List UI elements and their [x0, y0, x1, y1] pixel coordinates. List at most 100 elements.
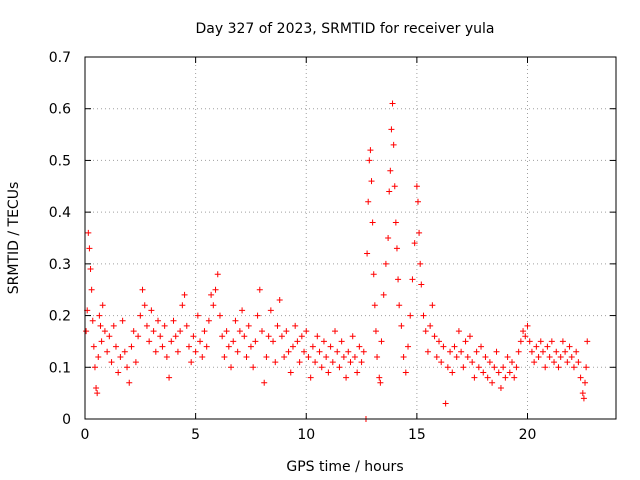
data-point [471, 374, 478, 381]
data-point [179, 302, 186, 309]
data-point [139, 286, 146, 293]
data-point [575, 359, 582, 366]
x-tick-label: 15 [408, 427, 426, 443]
data-point [323, 353, 330, 360]
data-point [351, 353, 358, 360]
data-point [219, 333, 226, 340]
data-point [185, 343, 192, 350]
data-point [570, 364, 577, 371]
data-point [431, 333, 438, 340]
data-point [370, 271, 377, 278]
data-point [119, 317, 126, 324]
data-point [305, 353, 312, 360]
y-tick-label: 0.3 [49, 257, 71, 273]
data-point [553, 348, 560, 355]
data-point [135, 333, 142, 340]
data-point [316, 348, 323, 355]
data-point [234, 348, 241, 355]
data-point [347, 359, 354, 366]
data-point [377, 379, 384, 386]
data-point [531, 359, 538, 366]
data-point [396, 302, 403, 309]
data-point [121, 348, 128, 355]
x-tick-labels: 0 5 10 15 20 [81, 427, 537, 443]
data-point [223, 328, 230, 335]
data-point [391, 183, 398, 190]
data-point [334, 348, 341, 355]
data-point [438, 359, 445, 366]
data-point [152, 348, 159, 355]
data-point [130, 328, 137, 335]
data-point [309, 343, 316, 350]
data-point [94, 390, 101, 397]
data-point [106, 333, 113, 340]
data-point [413, 183, 420, 190]
data-point [161, 322, 168, 329]
data-point [473, 348, 480, 355]
x-axis-label: GPS time / hours [286, 459, 403, 475]
data-point [250, 364, 257, 371]
data-point [181, 291, 188, 298]
x-tick-label: 20 [519, 427, 537, 443]
data-point [455, 328, 462, 335]
data-point [265, 333, 272, 340]
data-point [482, 353, 489, 360]
data-point [537, 338, 544, 345]
data-point [407, 312, 414, 319]
data-point [464, 353, 471, 360]
data-point [212, 286, 219, 293]
data-point [208, 291, 215, 298]
data-point [366, 157, 373, 164]
data-point [389, 100, 396, 107]
data-point [497, 384, 504, 391]
data-point [254, 312, 261, 319]
data-point [568, 353, 575, 360]
y-tick-label: 0.7 [49, 50, 71, 66]
data-point [278, 333, 285, 340]
data-point [349, 333, 356, 340]
data-point [440, 343, 447, 350]
data-point [98, 338, 105, 345]
y-tick-label: 0.4 [49, 205, 71, 221]
data-point [256, 286, 263, 293]
data-point [513, 364, 520, 371]
y-tick-label: 0.2 [49, 309, 71, 325]
data-point [104, 348, 111, 355]
data-point [451, 343, 458, 350]
data-point [87, 266, 94, 273]
data-point [137, 312, 144, 319]
data-point [577, 374, 584, 381]
x-tick-label: 0 [81, 427, 90, 443]
data-point [274, 322, 281, 329]
data-point [504, 353, 511, 360]
data-point [524, 322, 531, 329]
data-point [486, 359, 493, 366]
data-point [124, 364, 131, 371]
data-point [307, 374, 314, 381]
data-point [270, 338, 277, 345]
y-axis-label: SRMTID / TECUs [6, 182, 22, 295]
data-point [502, 374, 509, 381]
data-point [433, 353, 440, 360]
data-point [327, 343, 334, 350]
data-point [489, 379, 496, 386]
y-tick-label: 0 [62, 412, 71, 428]
data-point [85, 229, 92, 236]
grid-lines [85, 57, 616, 419]
data-point [303, 328, 310, 335]
data-point [166, 374, 173, 381]
data-point [126, 379, 133, 386]
data-point [90, 343, 97, 350]
plot-frame [84, 56, 617, 420]
data-point [117, 353, 124, 360]
data-point [296, 359, 303, 366]
data-point [436, 338, 442, 345]
data-point [388, 126, 395, 133]
data-point [469, 359, 476, 366]
data-point [580, 395, 587, 402]
data-point [369, 219, 376, 226]
data-point [243, 353, 250, 360]
data-point [495, 369, 502, 376]
data-point [584, 338, 591, 345]
data-point [132, 359, 139, 366]
